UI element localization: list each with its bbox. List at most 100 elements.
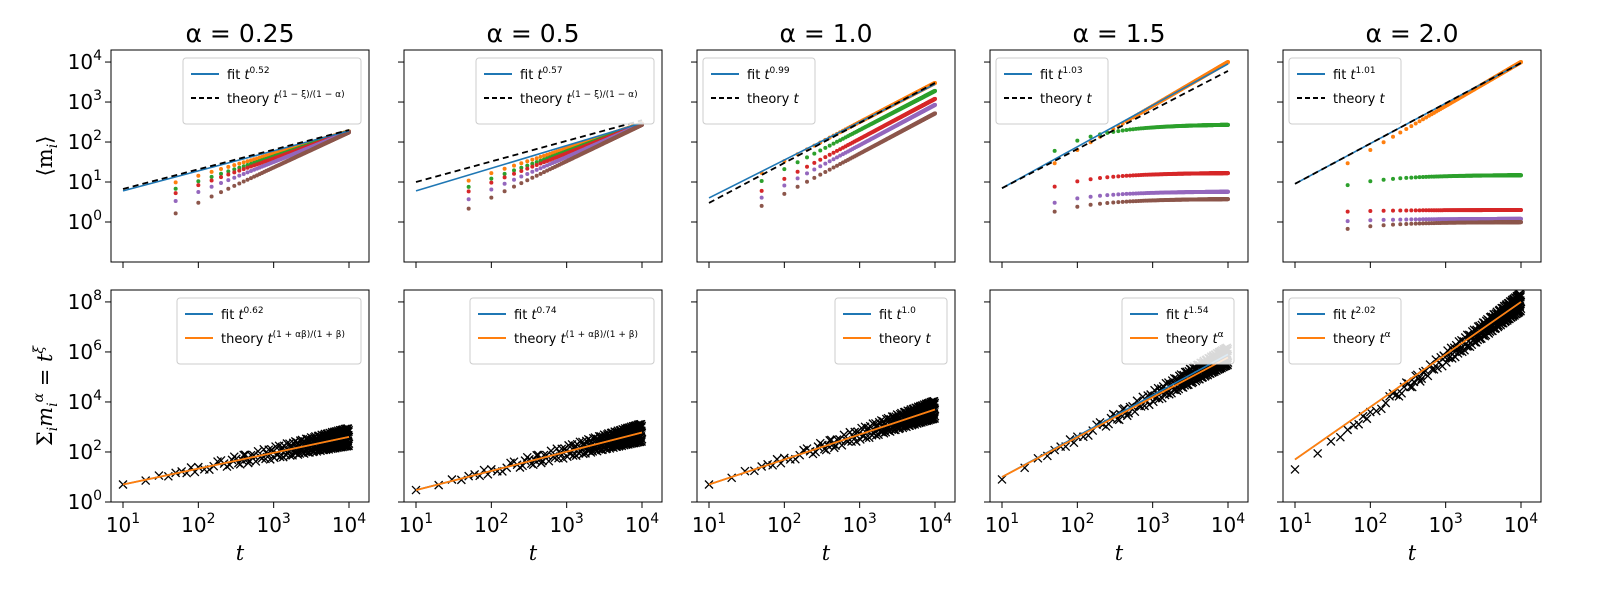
data-point — [489, 171, 494, 176]
data-point — [226, 178, 231, 183]
data-point — [232, 183, 237, 188]
panel-title: α = 1.5 — [1072, 19, 1165, 48]
data-point — [538, 171, 543, 176]
data-point — [245, 177, 250, 182]
data-point — [823, 145, 828, 150]
x-tick-label: 104 — [332, 511, 366, 537]
data-point — [1124, 127, 1129, 132]
data-point — [1111, 200, 1116, 205]
data-point — [196, 200, 201, 205]
theory-legend-label: theory t(1 + αβ)/(1 + β) — [221, 330, 345, 347]
data-point — [818, 157, 823, 162]
data-point — [818, 148, 823, 153]
data-point — [226, 169, 231, 174]
data-point — [1120, 192, 1125, 197]
bottom-row-ylabel: Σimiα = tξ — [31, 345, 61, 447]
data-point — [1116, 200, 1121, 205]
data-point — [519, 174, 524, 179]
data-point — [1075, 196, 1080, 201]
data-point — [209, 174, 214, 179]
data-point — [1052, 209, 1057, 214]
theory-line — [708, 408, 936, 486]
data-point — [248, 158, 253, 163]
data-point — [241, 171, 246, 176]
data-point — [173, 180, 178, 185]
data-point — [245, 165, 250, 170]
data-point — [489, 176, 494, 181]
data-point — [226, 164, 231, 169]
data-point — [782, 191, 787, 196]
data-point — [232, 163, 237, 168]
data-point — [530, 164, 535, 169]
data-point — [933, 111, 937, 116]
data-point — [248, 169, 253, 174]
data-point — [538, 154, 543, 159]
data-point — [466, 189, 471, 194]
series-4 — [1052, 171, 1230, 189]
data-point — [219, 180, 224, 185]
data-point — [933, 88, 937, 93]
data-marker — [118, 480, 128, 489]
data-point — [534, 162, 539, 167]
data-point — [173, 211, 178, 216]
data-point — [502, 175, 507, 180]
data-point — [489, 187, 494, 192]
y-tick-label: 100 — [68, 208, 102, 234]
data-point — [1226, 60, 1230, 65]
data-point — [512, 171, 517, 176]
x-tick-label: 102 — [181, 511, 215, 537]
data-point — [1124, 199, 1129, 204]
data-point — [1075, 204, 1080, 209]
data-point — [823, 161, 828, 166]
series-6 — [173, 130, 351, 216]
data-point — [933, 102, 937, 107]
x-tick-label: 102 — [767, 511, 801, 537]
data-point — [827, 143, 832, 148]
y-tick-label: 106 — [68, 338, 102, 364]
data-point — [241, 167, 246, 172]
data-point — [933, 96, 937, 101]
data-point — [241, 179, 246, 184]
data-point — [519, 165, 524, 170]
data-point — [534, 173, 539, 178]
data-point — [1226, 189, 1230, 194]
data-point — [466, 197, 471, 202]
data-marker — [344, 439, 354, 449]
data-point — [525, 178, 530, 183]
data-point — [541, 153, 546, 158]
data-point — [782, 176, 787, 181]
data-point — [1111, 174, 1116, 179]
data-point — [818, 164, 823, 169]
data-point — [519, 168, 524, 173]
data-point — [241, 164, 246, 169]
data-point — [196, 183, 201, 188]
series-3 — [1052, 122, 1230, 153]
x-tick-label: 103 — [842, 511, 876, 537]
data-point — [782, 183, 787, 188]
data-point — [1120, 174, 1125, 179]
data-point — [502, 189, 507, 194]
x-axis-label: t — [236, 541, 245, 565]
theory-legend-label: theory t — [747, 92, 799, 107]
y-tick-label: 102 — [68, 128, 102, 154]
data-point — [196, 179, 201, 184]
data-point — [827, 152, 832, 157]
data-point — [1120, 128, 1125, 133]
data-point — [245, 170, 250, 175]
data-point — [237, 181, 242, 186]
data-point — [226, 186, 231, 191]
data-point — [245, 159, 250, 164]
data-point — [812, 160, 817, 165]
x-tick-label: 104 — [918, 511, 952, 537]
data-point — [525, 159, 530, 164]
data-point — [173, 191, 178, 196]
panel-title: α = 0.25 — [186, 19, 295, 48]
panel-title: α = 0.5 — [486, 19, 579, 48]
theory-legend-label: theory t — [879, 332, 931, 347]
